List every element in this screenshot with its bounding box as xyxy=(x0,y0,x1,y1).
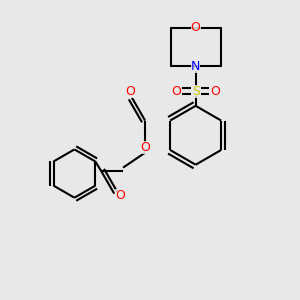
Text: O: O xyxy=(210,85,220,98)
Text: O: O xyxy=(140,141,150,154)
Text: O: O xyxy=(172,85,182,98)
Text: S: S xyxy=(192,85,200,98)
Text: O: O xyxy=(115,188,125,202)
Text: O: O xyxy=(191,21,201,34)
Text: N: N xyxy=(191,60,200,73)
Text: O: O xyxy=(125,85,135,98)
